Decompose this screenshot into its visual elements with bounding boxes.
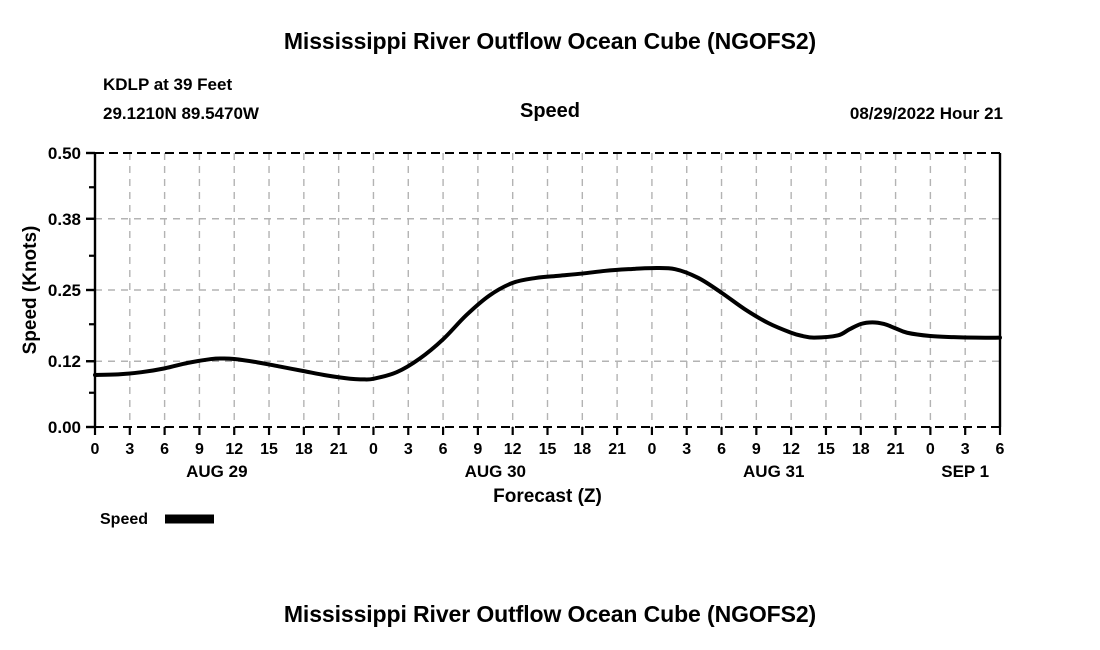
x-tick-label: 6	[996, 441, 1005, 458]
page-title-bottom: Mississippi River Outflow Ocean Cube (NG…	[283, 601, 817, 627]
data-series	[93, 265, 1002, 382]
y-tick-label: 0.50	[48, 144, 81, 163]
y-tick-label: 0.25	[48, 281, 81, 300]
chart-legend: Speed	[100, 511, 214, 528]
y-tick-label: 0.38	[48, 210, 81, 229]
x-tick-label: 21	[887, 441, 905, 458]
grid-lines	[95, 153, 1000, 427]
x-tick-label: 12	[782, 441, 800, 458]
x-day-label: AUG 29	[186, 462, 247, 481]
y-tick-label: 0.00	[48, 418, 81, 437]
x-tick-label: 6	[160, 441, 169, 458]
y-axis-title: Speed (Knots)	[20, 226, 41, 355]
x-tick-label: 3	[404, 441, 413, 458]
x-day-label: SEP 1	[941, 462, 989, 481]
x-tick-label: 0	[91, 441, 100, 458]
x-tick-label: 12	[225, 441, 243, 458]
x-tick-label: 3	[682, 441, 691, 458]
x-tick-label: 0	[926, 441, 935, 458]
x-day-label: AUG 31	[743, 462, 804, 481]
x-tick-label: 21	[330, 441, 348, 458]
legend-label: Speed	[100, 511, 148, 528]
x-tick-label: 9	[195, 441, 204, 458]
x-tick-label: 15	[260, 441, 278, 458]
coordinates-label: 29.1210N 89.5470W	[103, 104, 259, 123]
x-axis-title: Forecast (Z)	[493, 486, 602, 507]
x-tick-label: 9	[752, 441, 761, 458]
x-tick-label: 6	[439, 441, 448, 458]
x-tick-label: 9	[473, 441, 482, 458]
station-label: KDLP at 39 Feet	[103, 75, 233, 94]
x-tick-label: 0	[647, 441, 656, 458]
x-tick-label: 15	[817, 441, 835, 458]
x-tick-label: 18	[852, 441, 870, 458]
variable-label: Speed	[519, 100, 581, 122]
x-tick-label: 0	[369, 441, 378, 458]
page-title-top: Mississippi River Outflow Ocean Cube (NG…	[283, 28, 817, 54]
x-tick-label: 21	[608, 441, 626, 458]
x-tick-label: 15	[539, 441, 557, 458]
axis-ticks	[86, 151, 1002, 435]
x-tick-label: 12	[504, 441, 522, 458]
y-tick-label: 0.12	[48, 352, 81, 371]
series-line-speed	[93, 265, 1002, 382]
x-tick-label: 6	[717, 441, 726, 458]
axis-labels: 0.00 0.12 0.25 0.38 0.50 0 3 6 9 12 15 18 21 0 3 6 9 12 15…	[20, 144, 1005, 507]
x-tick-label: 18	[295, 441, 313, 458]
x-tick-label: 3	[125, 441, 134, 458]
x-tick-label: 18	[573, 441, 591, 458]
issued-label: 08/29/2022 Hour 21	[849, 104, 1003, 123]
x-tick-label: 3	[961, 441, 970, 458]
x-day-label: AUG 30	[465, 462, 526, 481]
